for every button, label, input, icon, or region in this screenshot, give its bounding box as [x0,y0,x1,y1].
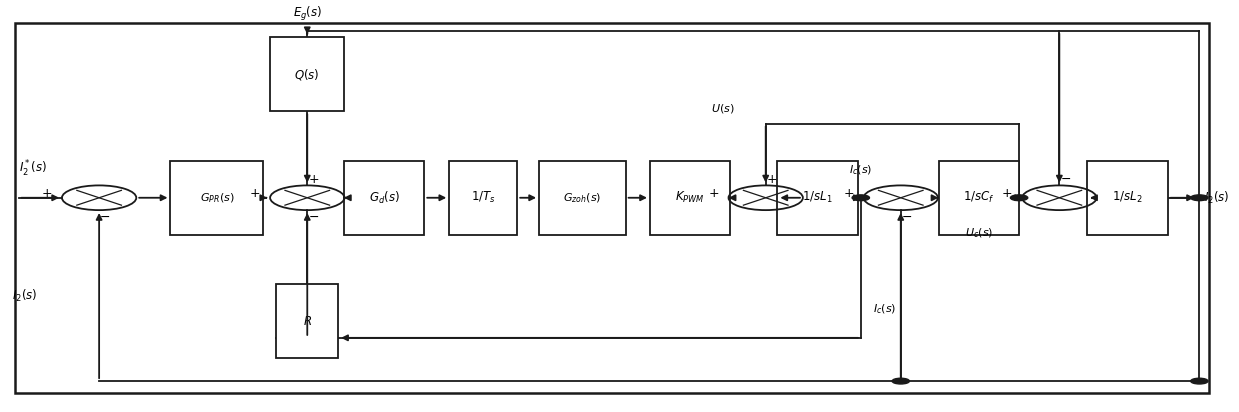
FancyBboxPatch shape [449,161,518,235]
Text: $I_2(s)$: $I_2(s)$ [12,288,37,304]
FancyBboxPatch shape [778,161,859,235]
FancyBboxPatch shape [343,161,424,235]
Text: +: + [767,173,777,186]
FancyBboxPatch shape [270,37,344,111]
Circle shape [892,378,909,384]
Text: $R$: $R$ [302,315,312,328]
Text: +: + [250,187,260,200]
Text: $1/T_s$: $1/T_s$ [471,190,496,205]
Text: $1/sL_1$: $1/sL_1$ [803,190,833,205]
Text: −: − [100,211,110,224]
Text: +: + [709,187,719,200]
FancyBboxPatch shape [939,161,1018,235]
Text: $I_2(s)$: $I_2(s)$ [1204,190,1229,206]
Text: +: + [844,187,854,200]
FancyBboxPatch shape [170,161,263,235]
Text: −: − [902,211,912,224]
Text: $G_{zoh}(s)$: $G_{zoh}(s)$ [564,191,601,205]
FancyBboxPatch shape [539,161,626,235]
Circle shape [1191,195,1208,201]
Text: $U(s)$: $U(s)$ [711,102,735,115]
Text: +: + [42,187,52,200]
Text: $Q(s)$: $Q(s)$ [295,67,320,82]
Text: $G_d(s)$: $G_d(s)$ [368,190,400,206]
Text: $I_c(s)$: $I_c(s)$ [849,164,872,177]
Text: $I_2^*(s)$: $I_2^*(s)$ [19,159,47,179]
Text: $K_{PWM}$: $K_{PWM}$ [675,190,705,205]
Circle shape [1191,378,1208,384]
Text: $1/sL_2$: $1/sL_2$ [1113,190,1142,205]
Text: +: + [1002,187,1012,200]
Text: $U_c(s)$: $U_c(s)$ [965,227,992,240]
FancyBboxPatch shape [1088,161,1168,235]
Circle shape [1011,195,1027,201]
Text: $I_c(s)$: $I_c(s)$ [873,302,897,316]
Text: $E_g(s)$: $E_g(s)$ [292,5,322,23]
Circle shape [852,195,870,201]
Text: −: − [309,211,318,224]
FancyBboxPatch shape [276,284,338,358]
Text: −: − [1061,173,1070,186]
Text: +: + [309,173,318,186]
Text: $1/sC_f$: $1/sC_f$ [963,190,995,205]
FancyBboxPatch shape [650,161,731,235]
Text: $G_{PR}(s)$: $G_{PR}(s)$ [199,191,234,205]
